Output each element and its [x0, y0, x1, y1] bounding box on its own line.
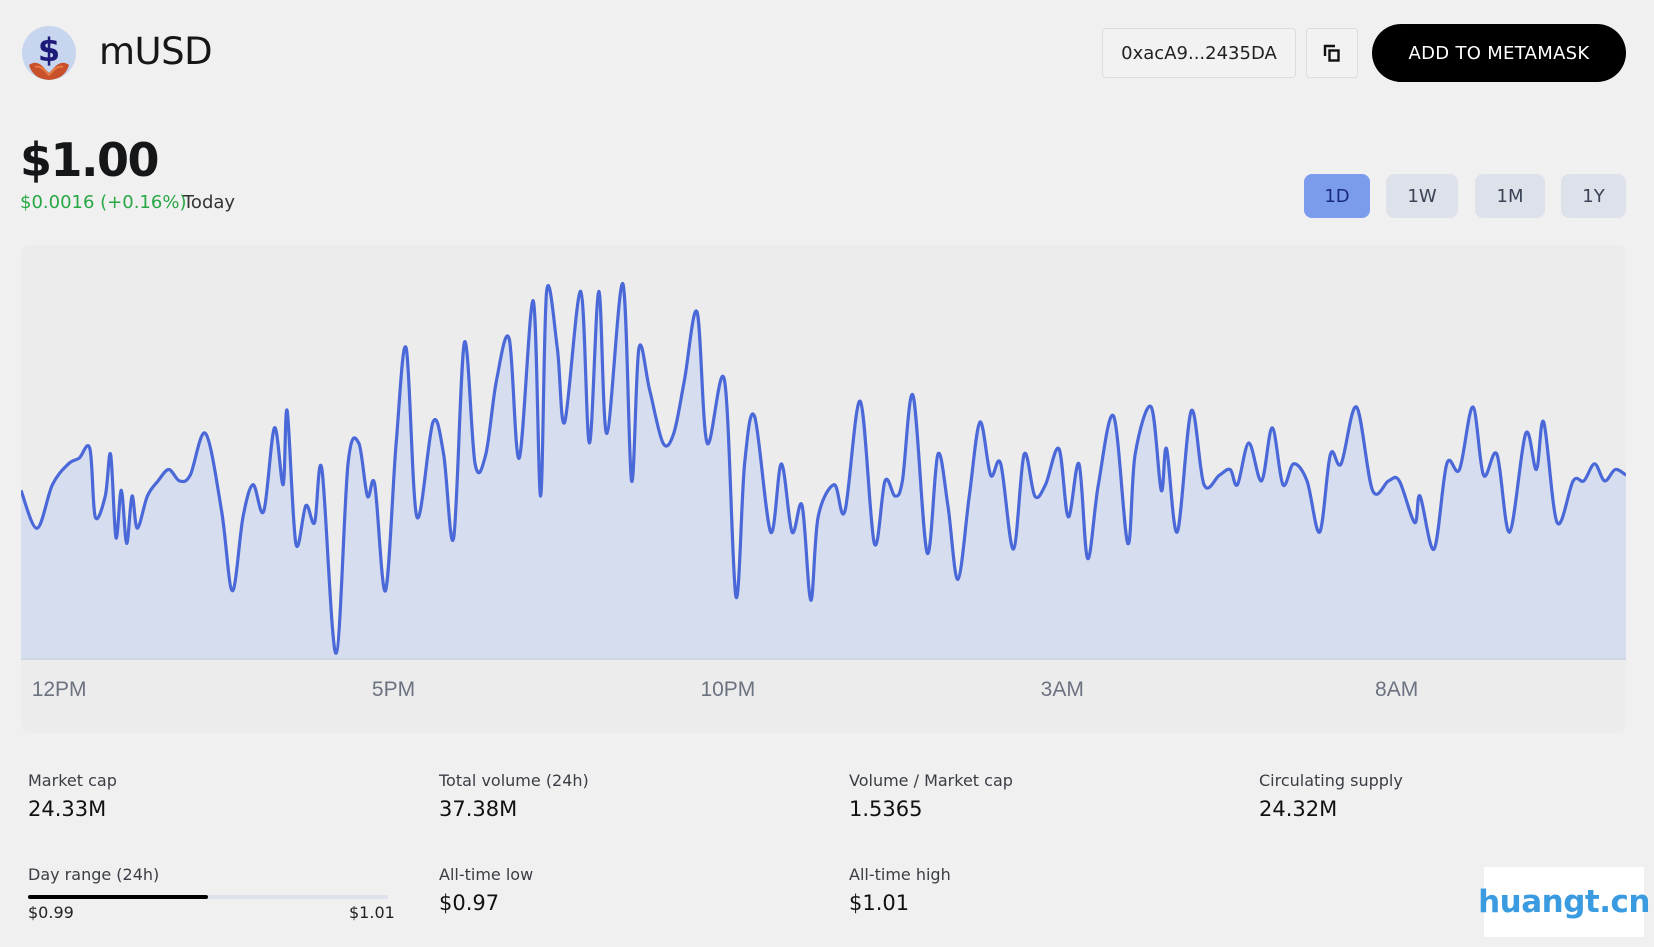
day-range-track — [28, 895, 388, 899]
period-tab-1m[interactable]: 1M — [1475, 174, 1545, 218]
x-tick-label: 10PM — [700, 678, 755, 701]
x-tick-label: 3AM — [1041, 678, 1084, 701]
musd-logo-icon: $ — [21, 25, 77, 81]
all-time-high-value: $1.01 — [849, 891, 910, 915]
period-tab-1y[interactable]: 1Y — [1561, 174, 1626, 218]
change-period-label: Today — [183, 192, 236, 213]
price-change: $0.0016 (+0.16%) — [20, 192, 187, 213]
market-cap-value: 24.33M — [28, 797, 107, 821]
copy-address-button[interactable] — [1306, 28, 1358, 78]
watermark-text: huangt.cn — [1478, 884, 1650, 920]
add-to-metamask-button[interactable]: ADD TO METAMASK — [1372, 24, 1626, 82]
watermark: huangt.cn — [1478, 867, 1650, 937]
day-range-fill — [28, 895, 208, 899]
total-volume-label: Total volume (24h) — [439, 771, 589, 790]
period-tab-1d[interactable]: 1D — [1304, 174, 1370, 218]
price-chart[interactable]: 12PM 5PM 10PM 3AM 8AM — [19, 245, 1627, 733]
day-range-high: $1.01 — [349, 903, 395, 922]
price-chart-svg: 12PM 5PM 10PM 3AM 8AM — [19, 282, 1627, 701]
svg-text:$: $ — [38, 31, 60, 69]
volume-market-cap-label: Volume / Market cap — [849, 771, 1013, 790]
copy-icon — [1323, 44, 1340, 62]
circulating-supply-label: Circulating supply — [1259, 771, 1403, 790]
market-cap-label: Market cap — [28, 771, 117, 790]
x-tick-label: 8AM — [1375, 678, 1418, 701]
day-range-label: Day range (24h) — [28, 865, 160, 884]
total-volume-value: 37.38M — [439, 797, 518, 821]
period-tab-1w[interactable]: 1W — [1386, 174, 1458, 218]
current-price: $1.00 — [20, 133, 160, 187]
all-time-low-label: All-time low — [439, 865, 534, 884]
price-line — [19, 282, 1627, 655]
all-time-low-value: $0.97 — [439, 891, 500, 915]
x-tick-label: 12PM — [32, 678, 87, 701]
all-time-high-label: All-time high — [849, 865, 951, 884]
contract-address[interactable]: 0xacA9...2435DA — [1102, 28, 1296, 78]
price-area-fill — [21, 283, 1626, 659]
token-symbol: mUSD — [99, 30, 213, 73]
volume-market-cap-value: 1.5365 — [849, 797, 923, 821]
x-tick-label: 5PM — [372, 678, 415, 701]
day-range-low: $0.99 — [28, 903, 74, 922]
circulating-supply-value: 24.32M — [1259, 797, 1338, 821]
